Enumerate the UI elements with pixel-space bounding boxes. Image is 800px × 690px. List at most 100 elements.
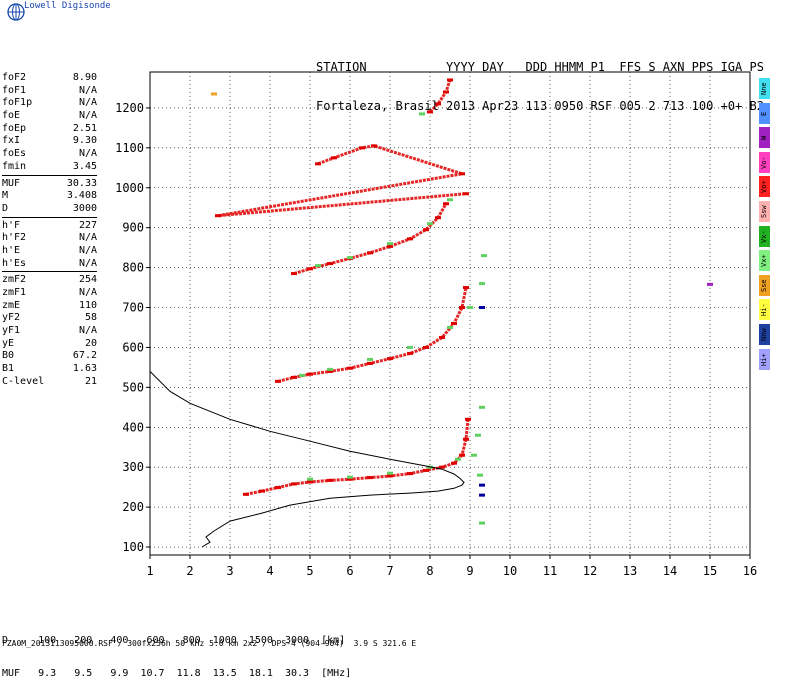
brand-label: Lowell Digisonde [24,1,111,11]
param-name: zmE [2,299,21,311]
param-name: h'F2 [2,232,27,244]
param-value: 3000 [72,202,97,214]
legend-item-hiplus: Hi+ [759,348,770,370]
echo-point [347,256,353,260]
echo-point [327,367,333,371]
echo-point [307,477,313,481]
param-name: yE [2,337,15,349]
param-name: foF1p [2,97,33,109]
x-tick-label: 13 [623,564,637,578]
plot-frame [149,71,751,556]
scaled-parameters-panel: foF2 8.90 foF1 N/A foF1p N/A foE N/A foEp 2.51 fxI… [2,72,97,389]
echo-point [471,453,477,457]
param-name: foF2 [2,72,27,83]
echo-point [315,264,321,268]
param-row: zmE 110 [2,300,97,313]
echo-point [463,286,469,290]
x-tick-label: 3 [226,564,233,578]
polarization-legend: Nne E W Vo- Vo+ Ssw Vx- Vx+ Sse Hi- Nnw Hi+ [759,78,771,373]
param-name: zmF2 [2,274,27,286]
x-tick-label: 8 [426,564,433,578]
muf-table: D 100 200 400 600 800 1000 1500 3000 [km… [2,613,351,690]
echo-point [459,306,465,310]
x-tick-label: 7 [386,564,393,578]
legend-item-vxminus: Vx- [759,225,770,247]
legend-item-w: W [759,127,770,149]
echo-point [299,373,305,377]
param-name: foEp [2,122,27,134]
param-value: N/A [78,257,97,269]
param-separator [2,271,97,273]
param-row: foF2 8.90 [2,72,97,85]
echo-point [367,357,373,361]
param-value: 58 [84,312,97,324]
param-row: h'Es N/A [2,258,97,271]
param-name: B1 [2,363,15,375]
param-row: foE N/A [2,110,97,123]
y-tick-label: 500 [122,380,144,394]
x-tick-label: 15 [703,564,717,578]
echo-point [447,198,453,202]
param-row: MUF 30.33 [2,178,97,191]
param-value: N/A [78,244,97,256]
echo-point [407,345,413,349]
param-row: h'E N/A [2,245,97,258]
param-name: zmF1 [2,287,27,298]
echo-trace [277,287,468,383]
echo-point [439,335,445,339]
param-row: B1 1.63 [2,363,97,376]
echo-point [387,242,393,246]
param-row: foEs N/A [2,148,97,161]
y-tick-label: 900 [122,221,144,235]
param-value: N/A [78,287,97,298]
y-tick-label: 700 [122,301,144,315]
param-name: foF1 [2,84,27,96]
y-tick-label: 300 [122,460,144,474]
param-row: fmin 3.45 [2,161,97,174]
echo-trace [428,79,452,113]
legend-item-voplus: Vo+ [759,176,770,198]
echo-point [347,475,353,479]
param-row: zmF1 N/A [2,287,97,300]
param-name: B0 [2,350,15,362]
param-row: C-level 21 [2,376,97,389]
param-row: yE 20 [2,338,97,351]
param-value: 3.45 [72,160,97,172]
legend-item-nnw: Nnw [759,323,770,345]
param-name: h'Es [2,257,27,269]
echo-point [463,192,469,196]
param-name: foEs [2,148,27,160]
param-row: yF2 58 [2,312,97,325]
x-tick-label: 9 [466,564,473,578]
echo-point [387,471,393,475]
echo-point [387,244,393,248]
echo-point [479,493,485,497]
y-tick-label: 400 [122,420,144,434]
param-value: 8.90 [72,72,97,83]
station-header: STATION YYYY DAY DDD HHMM P1 FFS S AXN P… [316,35,764,126]
x-tick-label: 2 [186,564,193,578]
echo-point [479,521,485,525]
echo-point [477,473,483,477]
param-name: MUF [2,177,21,189]
echo-point [459,172,465,176]
param-row: D 3000 [2,203,97,216]
param-value: 254 [78,274,97,286]
header-columns: STATION YYYY DAY DDD HHMM P1 FFS S AXN P… [316,60,764,74]
y-tick-label: 1100 [115,141,144,155]
muf-value-row: MUF 9.3 9.5 9.9 10.7 11.8 13.5 18.1 30.3… [2,668,352,679]
ionogram-chart: 1 2 3 4 5 6 7 8 9 10 11 12 13 14 15 1610020030040050060… [115,71,757,578]
echo-point [479,306,485,310]
echo-point [455,457,461,461]
file-info-footer: FZA0M_2013113095000.RSF / 300fx256h 50 k… [2,639,417,648]
echo-point [707,282,713,286]
y-tick-label: 1200 [115,101,144,115]
x-tick-label: 10 [503,564,517,578]
legend-item-nne: Nne [759,78,770,99]
echo-trace [293,202,448,276]
param-value: N/A [78,97,97,109]
x-tick-label: 12 [583,564,597,578]
param-value: N/A [78,84,97,96]
param-value: 9.30 [72,135,97,147]
param-row: M 3.408 [2,190,97,203]
